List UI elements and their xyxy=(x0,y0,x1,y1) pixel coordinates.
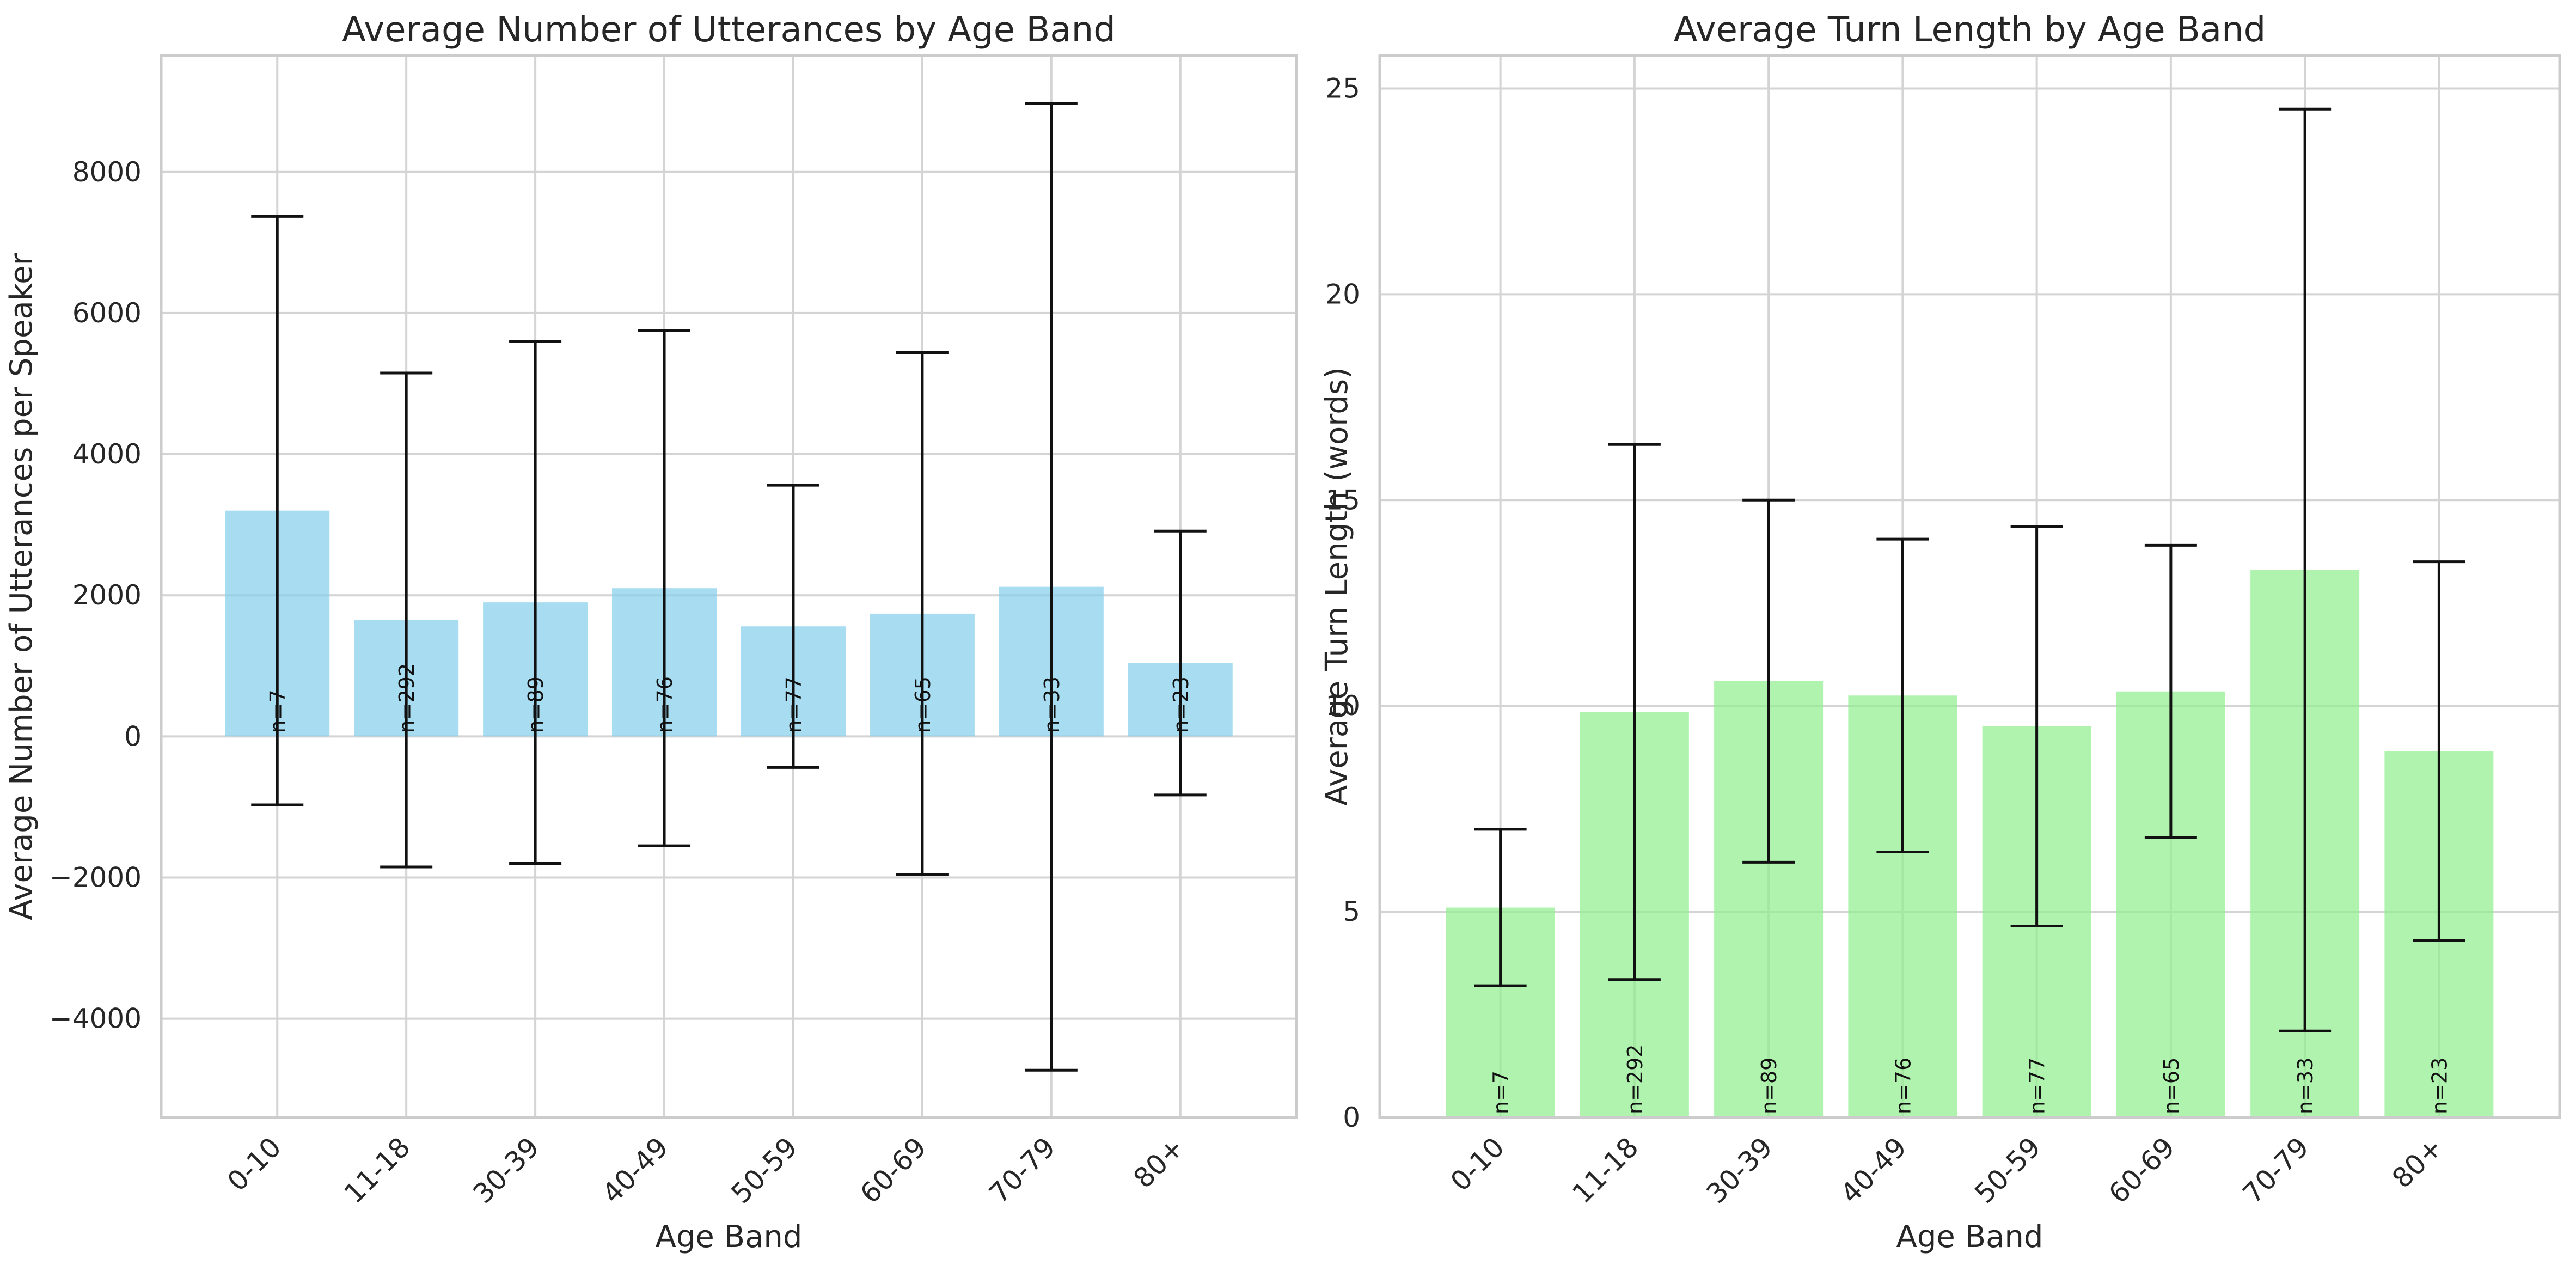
x-tick-label: 60-69 xyxy=(854,1131,933,1209)
x-tick-label: 60-69 xyxy=(2103,1131,2181,1209)
sample-size-label: n=7 xyxy=(1489,1071,1513,1114)
y-tick-label: −2000 xyxy=(50,861,142,893)
y-tick-label: 20 xyxy=(1325,278,1360,310)
sample-size-label: n=76 xyxy=(1891,1058,1915,1114)
x-tick-label: 80+ xyxy=(1128,1131,1191,1194)
x-tick-label: 30-39 xyxy=(1700,1131,1779,1209)
sample-size-label: n=65 xyxy=(2159,1058,2183,1114)
x-axis-label: Age Band xyxy=(1896,1219,2043,1255)
x-tick-label: 11-18 xyxy=(338,1131,417,1209)
sample-size-label: n=77 xyxy=(2026,1058,2049,1114)
sample-size-label: n=292 xyxy=(1623,1044,1647,1114)
sample-size-label: n=77 xyxy=(782,676,806,733)
sample-size-label: n=76 xyxy=(653,676,677,733)
x-tick-label: 40-49 xyxy=(1834,1131,1913,1209)
sample-size-label: n=33 xyxy=(1040,676,1064,733)
plot-frame xyxy=(1378,54,2561,1119)
x-tick-label: 50-59 xyxy=(1968,1131,2047,1209)
sample-size-label: n=23 xyxy=(1169,676,1193,733)
chart-1: n=7 n=292 n=89 n=76 n=77 n=65 n=33 n=23 −4000 −20… xyxy=(4,10,1298,1255)
y-tick-label: 2000 xyxy=(72,579,142,611)
x-axis-label: Age Band xyxy=(656,1219,803,1255)
sample-size-label: n=89 xyxy=(524,676,548,733)
y-tick-label: 4000 xyxy=(72,438,142,470)
y-tick-label: 10 xyxy=(1325,690,1360,722)
x-tick-label: 30-39 xyxy=(467,1131,546,1209)
x-tick-label: 70-79 xyxy=(2237,1131,2315,1209)
y-tick-label: 0 xyxy=(1343,1102,1360,1133)
sample-size-label: n=7 xyxy=(266,689,290,733)
y-tick-label: −4000 xyxy=(50,1003,142,1035)
x-tick-label: 11-18 xyxy=(1567,1131,1645,1209)
sample-size-label: n=292 xyxy=(395,663,419,733)
y-axis-label: Average Number of Utterances per Speaker xyxy=(4,252,39,920)
y-axis-label: Average Turn Length (words) xyxy=(1319,367,1355,806)
y-tick-label: 0 xyxy=(124,720,142,752)
x-tick-label: 0-10 xyxy=(221,1131,287,1197)
x-tick-label: 70-79 xyxy=(983,1131,1062,1209)
plot-frame xyxy=(160,54,1298,1119)
chart-title: Average Number of Utterances by Age Band xyxy=(342,10,1116,50)
y-tick-label: 6000 xyxy=(72,297,142,329)
x-tick-label: 80+ xyxy=(2386,1131,2449,1194)
y-tick-label: 15 xyxy=(1325,484,1360,516)
y-tick-label: 25 xyxy=(1325,72,1360,104)
x-tick-label: 0-10 xyxy=(1445,1131,1510,1197)
sample-size-label: n=65 xyxy=(911,676,935,733)
y-tick-label: 8000 xyxy=(72,156,142,188)
chart-2: n=7 n=292 n=89 n=76 n=77 n=65 n=33 n=23 0 5 10 15 20… xyxy=(1319,10,2561,1255)
y-tick-label: 5 xyxy=(1343,896,1360,927)
sample-size-label: n=89 xyxy=(1757,1058,1781,1114)
sample-size-label: n=33 xyxy=(2293,1058,2317,1114)
sample-size-label: n=23 xyxy=(2427,1058,2451,1114)
x-tick-label: 50-59 xyxy=(725,1131,804,1209)
chart-title: Average Turn Length by Age Band xyxy=(1674,10,2266,50)
x-tick-label: 40-49 xyxy=(596,1131,675,1209)
